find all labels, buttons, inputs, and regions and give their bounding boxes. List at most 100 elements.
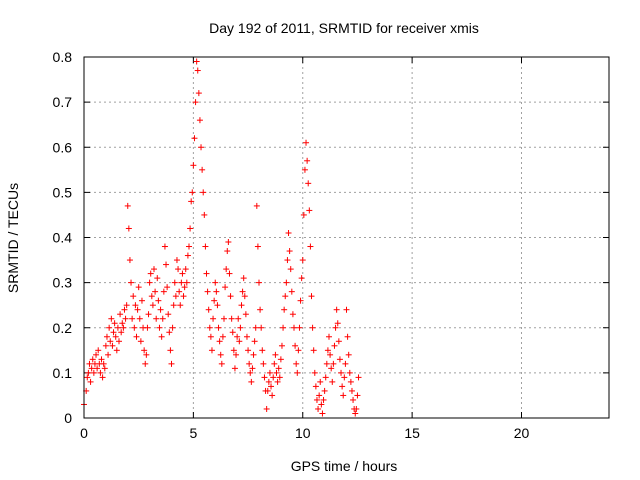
data-point [326, 333, 332, 340]
data-point [129, 315, 136, 322]
data-point [338, 369, 345, 376]
data-point [342, 360, 349, 367]
data-point [310, 347, 317, 354]
data-point [170, 302, 177, 309]
data-point [246, 360, 253, 367]
data-point [320, 396, 327, 403]
data-point [229, 329, 236, 336]
data-point [137, 338, 144, 345]
data-point [187, 225, 194, 232]
data-point [218, 360, 225, 367]
data-point [291, 324, 297, 331]
data-point [133, 333, 140, 340]
data-point [210, 315, 217, 322]
data-point [227, 293, 234, 300]
data-point [270, 374, 277, 381]
data-point [247, 369, 254, 376]
data-point [268, 383, 275, 390]
data-point [136, 315, 143, 322]
data-point [259, 347, 266, 354]
data-point [120, 324, 127, 331]
data-point [280, 324, 287, 331]
data-point [183, 279, 190, 286]
data-point [355, 374, 362, 381]
data-point [182, 266, 189, 273]
data-point [330, 360, 337, 367]
data-point [95, 347, 102, 354]
data-point [287, 266, 294, 273]
data-point [336, 356, 343, 363]
y-tick-label: 0.1 [53, 365, 73, 381]
tick-labels: 0 5 10 15 20 0 0.1 0.2 0.3 0.4 0.5 0.6 0.7 0.8 [53, 49, 530, 441]
data-point [273, 369, 280, 376]
data-point [240, 275, 247, 282]
data-point [271, 360, 278, 367]
data-point [329, 378, 336, 385]
data-point [168, 360, 175, 367]
data-point [106, 324, 113, 331]
data-point [225, 239, 232, 246]
data-point [110, 329, 117, 336]
data-point [103, 333, 110, 340]
data-point [295, 347, 302, 354]
data-point [257, 306, 264, 313]
data-point [194, 67, 201, 74]
data-point [318, 401, 325, 408]
y-tick-label: 0.7 [53, 94, 73, 110]
x-tick-label: 0 [80, 425, 88, 441]
data-point [309, 324, 316, 331]
y-tick-label: 0.5 [53, 184, 73, 200]
data-point [101, 365, 108, 372]
data-point [149, 302, 156, 309]
data-point [186, 243, 192, 250]
y-tick-label: 0.3 [53, 275, 73, 291]
data-point [196, 117, 203, 124]
data-point [113, 347, 120, 354]
data-point [304, 157, 311, 164]
data-point [269, 392, 276, 399]
data-point [189, 189, 196, 196]
data-point [177, 302, 184, 309]
data-point [319, 410, 326, 417]
data-point [284, 257, 291, 264]
data-point [109, 342, 116, 349]
data-point [217, 351, 224, 358]
data-point [352, 410, 359, 417]
data-point [107, 338, 114, 345]
data-point [263, 405, 270, 412]
data-point [305, 180, 312, 187]
data-point [281, 306, 288, 313]
data-point [283, 279, 290, 286]
data-point [158, 333, 165, 340]
data-point [213, 288, 220, 295]
data-point [293, 360, 300, 367]
data-point [97, 369, 104, 376]
data-point [340, 392, 347, 399]
y-axis-label: SRMTID / TECUs [5, 183, 21, 293]
data-point [243, 333, 250, 340]
data-point [313, 396, 320, 403]
data-point [345, 351, 352, 358]
data-point [236, 338, 243, 345]
data-point [159, 315, 166, 322]
data-point [216, 338, 223, 345]
data-point [202, 243, 209, 250]
data-point [224, 248, 231, 255]
data-point [215, 324, 222, 331]
data-point [234, 333, 241, 340]
data-point [193, 58, 200, 65]
data-point [172, 293, 179, 300]
data-point [211, 297, 218, 304]
data-point [169, 324, 176, 331]
data-point [130, 293, 137, 300]
data-point [233, 351, 240, 358]
data-point [191, 135, 198, 142]
data-point [251, 338, 258, 345]
data-point [249, 365, 256, 372]
data-point [321, 387, 328, 394]
data-point [238, 302, 245, 309]
data-point [90, 369, 97, 376]
data-point [235, 315, 242, 322]
data-point [253, 202, 260, 209]
